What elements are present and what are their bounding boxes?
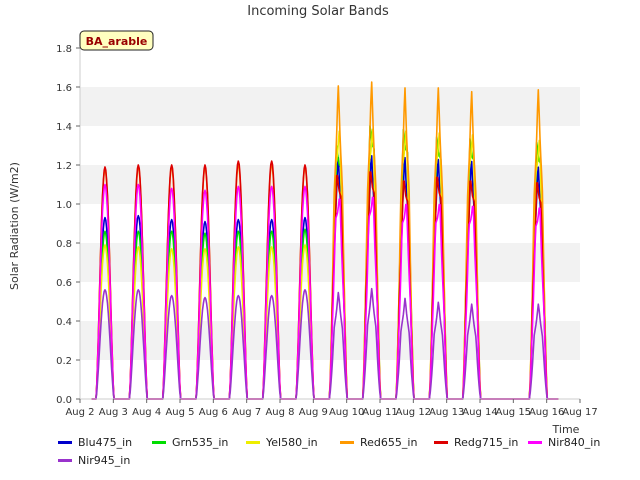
- grid-band: [80, 87, 580, 126]
- x-tick-label: Aug 12: [396, 407, 431, 418]
- legend-label: Grn535_in: [172, 436, 229, 449]
- y-tick-label: 1.0: [56, 200, 72, 211]
- y-tick-label: 0.2: [56, 356, 72, 367]
- legend-item-grn535_in: Grn535_in: [152, 436, 228, 449]
- series-line-nir840_in: [91, 183, 559, 400]
- grid-band: [80, 243, 580, 282]
- x-tick-label: Aug 7: [232, 407, 261, 418]
- y-tick-label: 0.8: [56, 239, 72, 250]
- legend-swatch: [528, 441, 542, 444]
- y-tick-label: 0.4: [56, 317, 72, 328]
- x-axis-label: Time: [552, 423, 580, 436]
- x-tick-label: Aug 14: [462, 407, 497, 418]
- legend-label: Nir840_in: [548, 436, 601, 449]
- site-badge-label: BA_arable: [86, 35, 148, 48]
- x-tick-label: Aug 9: [299, 407, 328, 418]
- y-tick-label: 1.2: [56, 161, 72, 172]
- y-tick-label: 1.8: [56, 44, 72, 55]
- x-tick-label: Aug 2: [65, 407, 94, 418]
- legend-item-red655_in: Red655_in: [340, 436, 417, 449]
- legend-swatch: [340, 441, 354, 444]
- legend-label: Nir945_in: [78, 454, 131, 467]
- legend-item-nir840_in: Nir840_in: [528, 436, 600, 449]
- legend-item-redg715_in: Redg715_in: [434, 436, 518, 449]
- chart-title: Incoming Solar Bands: [247, 4, 389, 19]
- legend-label: Redg715_in: [454, 436, 519, 449]
- series-line-nir945_in: [91, 287, 559, 400]
- y-tick-label: 1.4: [56, 122, 72, 133]
- legend-label: Blu475_in: [78, 436, 133, 449]
- legend-swatch: [58, 459, 72, 462]
- series-layer: [91, 81, 559, 400]
- legend-item-yel580_in: Yel580_in: [246, 436, 318, 449]
- legend-swatch: [152, 441, 166, 444]
- x-tick-label: Aug 16: [529, 407, 564, 418]
- grid-band: [80, 321, 580, 360]
- axes: 0.0 0.2 0.4 0.6 0.8 1.0 1.2 1.4 1.6 1.8 Aug 2 Aug 3…: [56, 44, 598, 418]
- legend-item-blu475_in: Blu475_in: [58, 436, 132, 449]
- x-tick-label: Aug 8: [265, 407, 294, 418]
- x-tick-label: Aug 4: [132, 407, 161, 418]
- x-tick-label: Aug 3: [99, 407, 128, 418]
- grid-band: [80, 165, 580, 204]
- legend-swatch: [58, 441, 72, 444]
- legend-label: Red655_in: [360, 436, 418, 449]
- y-axis-label: Solar Radiation (W/m2): [8, 162, 21, 290]
- y-tick-label: 1.6: [56, 83, 72, 94]
- legend-swatch: [246, 441, 260, 444]
- legend-swatch: [434, 441, 448, 444]
- x-tick-label: Aug 17: [562, 407, 597, 418]
- y-tick-label: 0.0: [56, 395, 72, 406]
- legend-item-nir945_in: Nir945_in: [58, 454, 130, 467]
- legend-label: Yel580_in: [266, 436, 318, 449]
- x-tick-label: Aug 6: [199, 407, 228, 418]
- x-tick-label: Aug 13: [429, 407, 464, 418]
- y-tick-label: 0.6: [56, 278, 72, 289]
- grid-bands: [80, 87, 580, 360]
- x-tick-label: Aug 5: [165, 407, 194, 418]
- x-tick-label: Aug 15: [496, 407, 531, 418]
- site-badge: BA_arable: [79, 30, 154, 51]
- x-tick-label: Aug 10: [329, 407, 364, 418]
- x-tick-label: Aug 11: [362, 407, 397, 418]
